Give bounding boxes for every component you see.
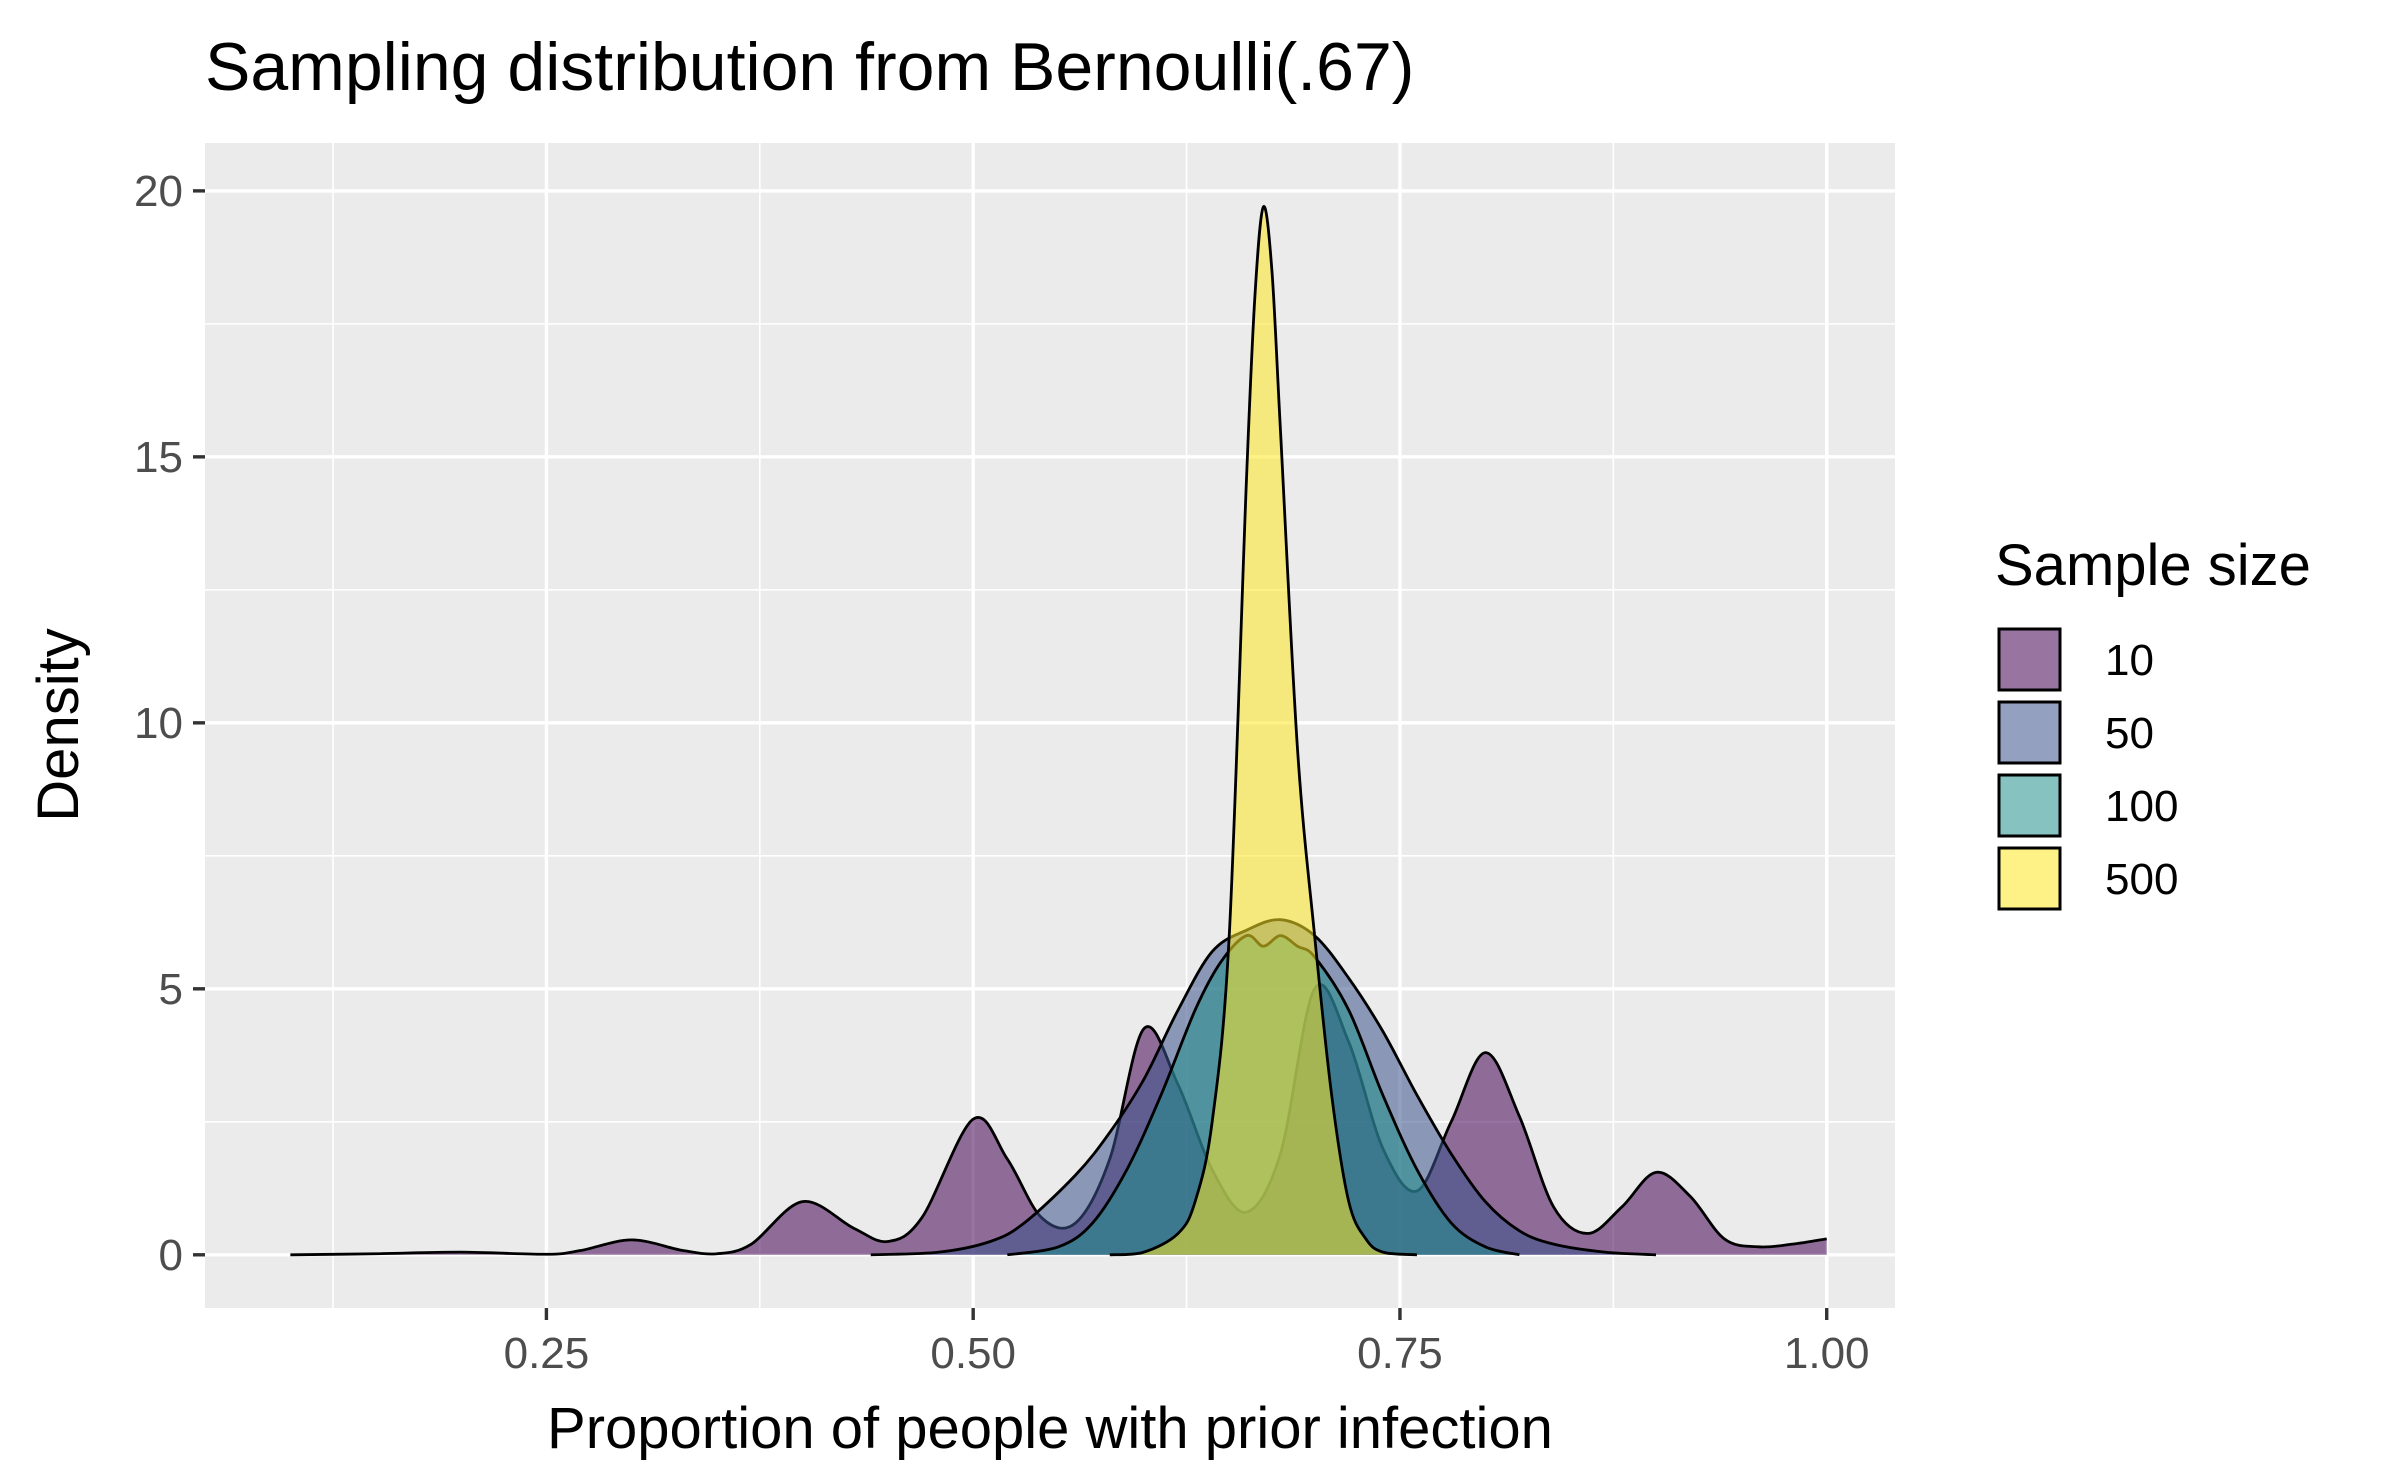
x-axis-title: Proportion of people with prior infectio… [547, 1396, 1553, 1461]
y-tick-label: 5 [159, 965, 183, 1014]
y-axis: 0 5 10 15 20 [134, 167, 205, 1280]
y-axis-title: Density [26, 628, 91, 821]
minor-gridlines [205, 143, 1895, 1308]
legend-swatch-n50 [1997, 700, 2062, 765]
legend-label-n100: 100 [2105, 782, 2178, 831]
x-tick-label: 0.25 [504, 1329, 590, 1378]
y-tick-label: 0 [159, 1231, 183, 1280]
y-tick-label: 20 [134, 167, 183, 216]
y-tick-label: 10 [134, 699, 183, 748]
x-tick-label: 0.75 [1357, 1329, 1443, 1378]
legend-swatch-n10 [1997, 627, 2062, 692]
major-gridlines [205, 143, 1895, 1308]
plot-panel [205, 143, 1895, 1308]
legend-swatch-n100 [1997, 773, 2062, 838]
legend: Sample size 10 50 100 500 [1995, 533, 2311, 912]
density-area-n500 [1109, 206, 1418, 1255]
density-areas [290, 205, 1827, 1257]
y-tick-label: 15 [134, 433, 183, 482]
legend-label-n10: 10 [2105, 636, 2154, 685]
x-axis: 0.25 0.50 0.75 1.00 [504, 1308, 1870, 1378]
legend-items: 10 50 100 500 [1996, 626, 2178, 912]
legend-title: Sample size [1995, 533, 2311, 598]
x-tick-label: 0.50 [930, 1329, 1016, 1378]
chart-title: Sampling distribution from Bernoulli(.67… [205, 29, 1414, 105]
density-outline-n500 [1109, 205, 1418, 1257]
legend-swatch-n500 [1997, 846, 2062, 911]
legend-label-n500: 500 [2105, 855, 2178, 904]
x-tick-label: 1.00 [1784, 1329, 1870, 1378]
legend-label-n50: 50 [2105, 709, 2154, 758]
